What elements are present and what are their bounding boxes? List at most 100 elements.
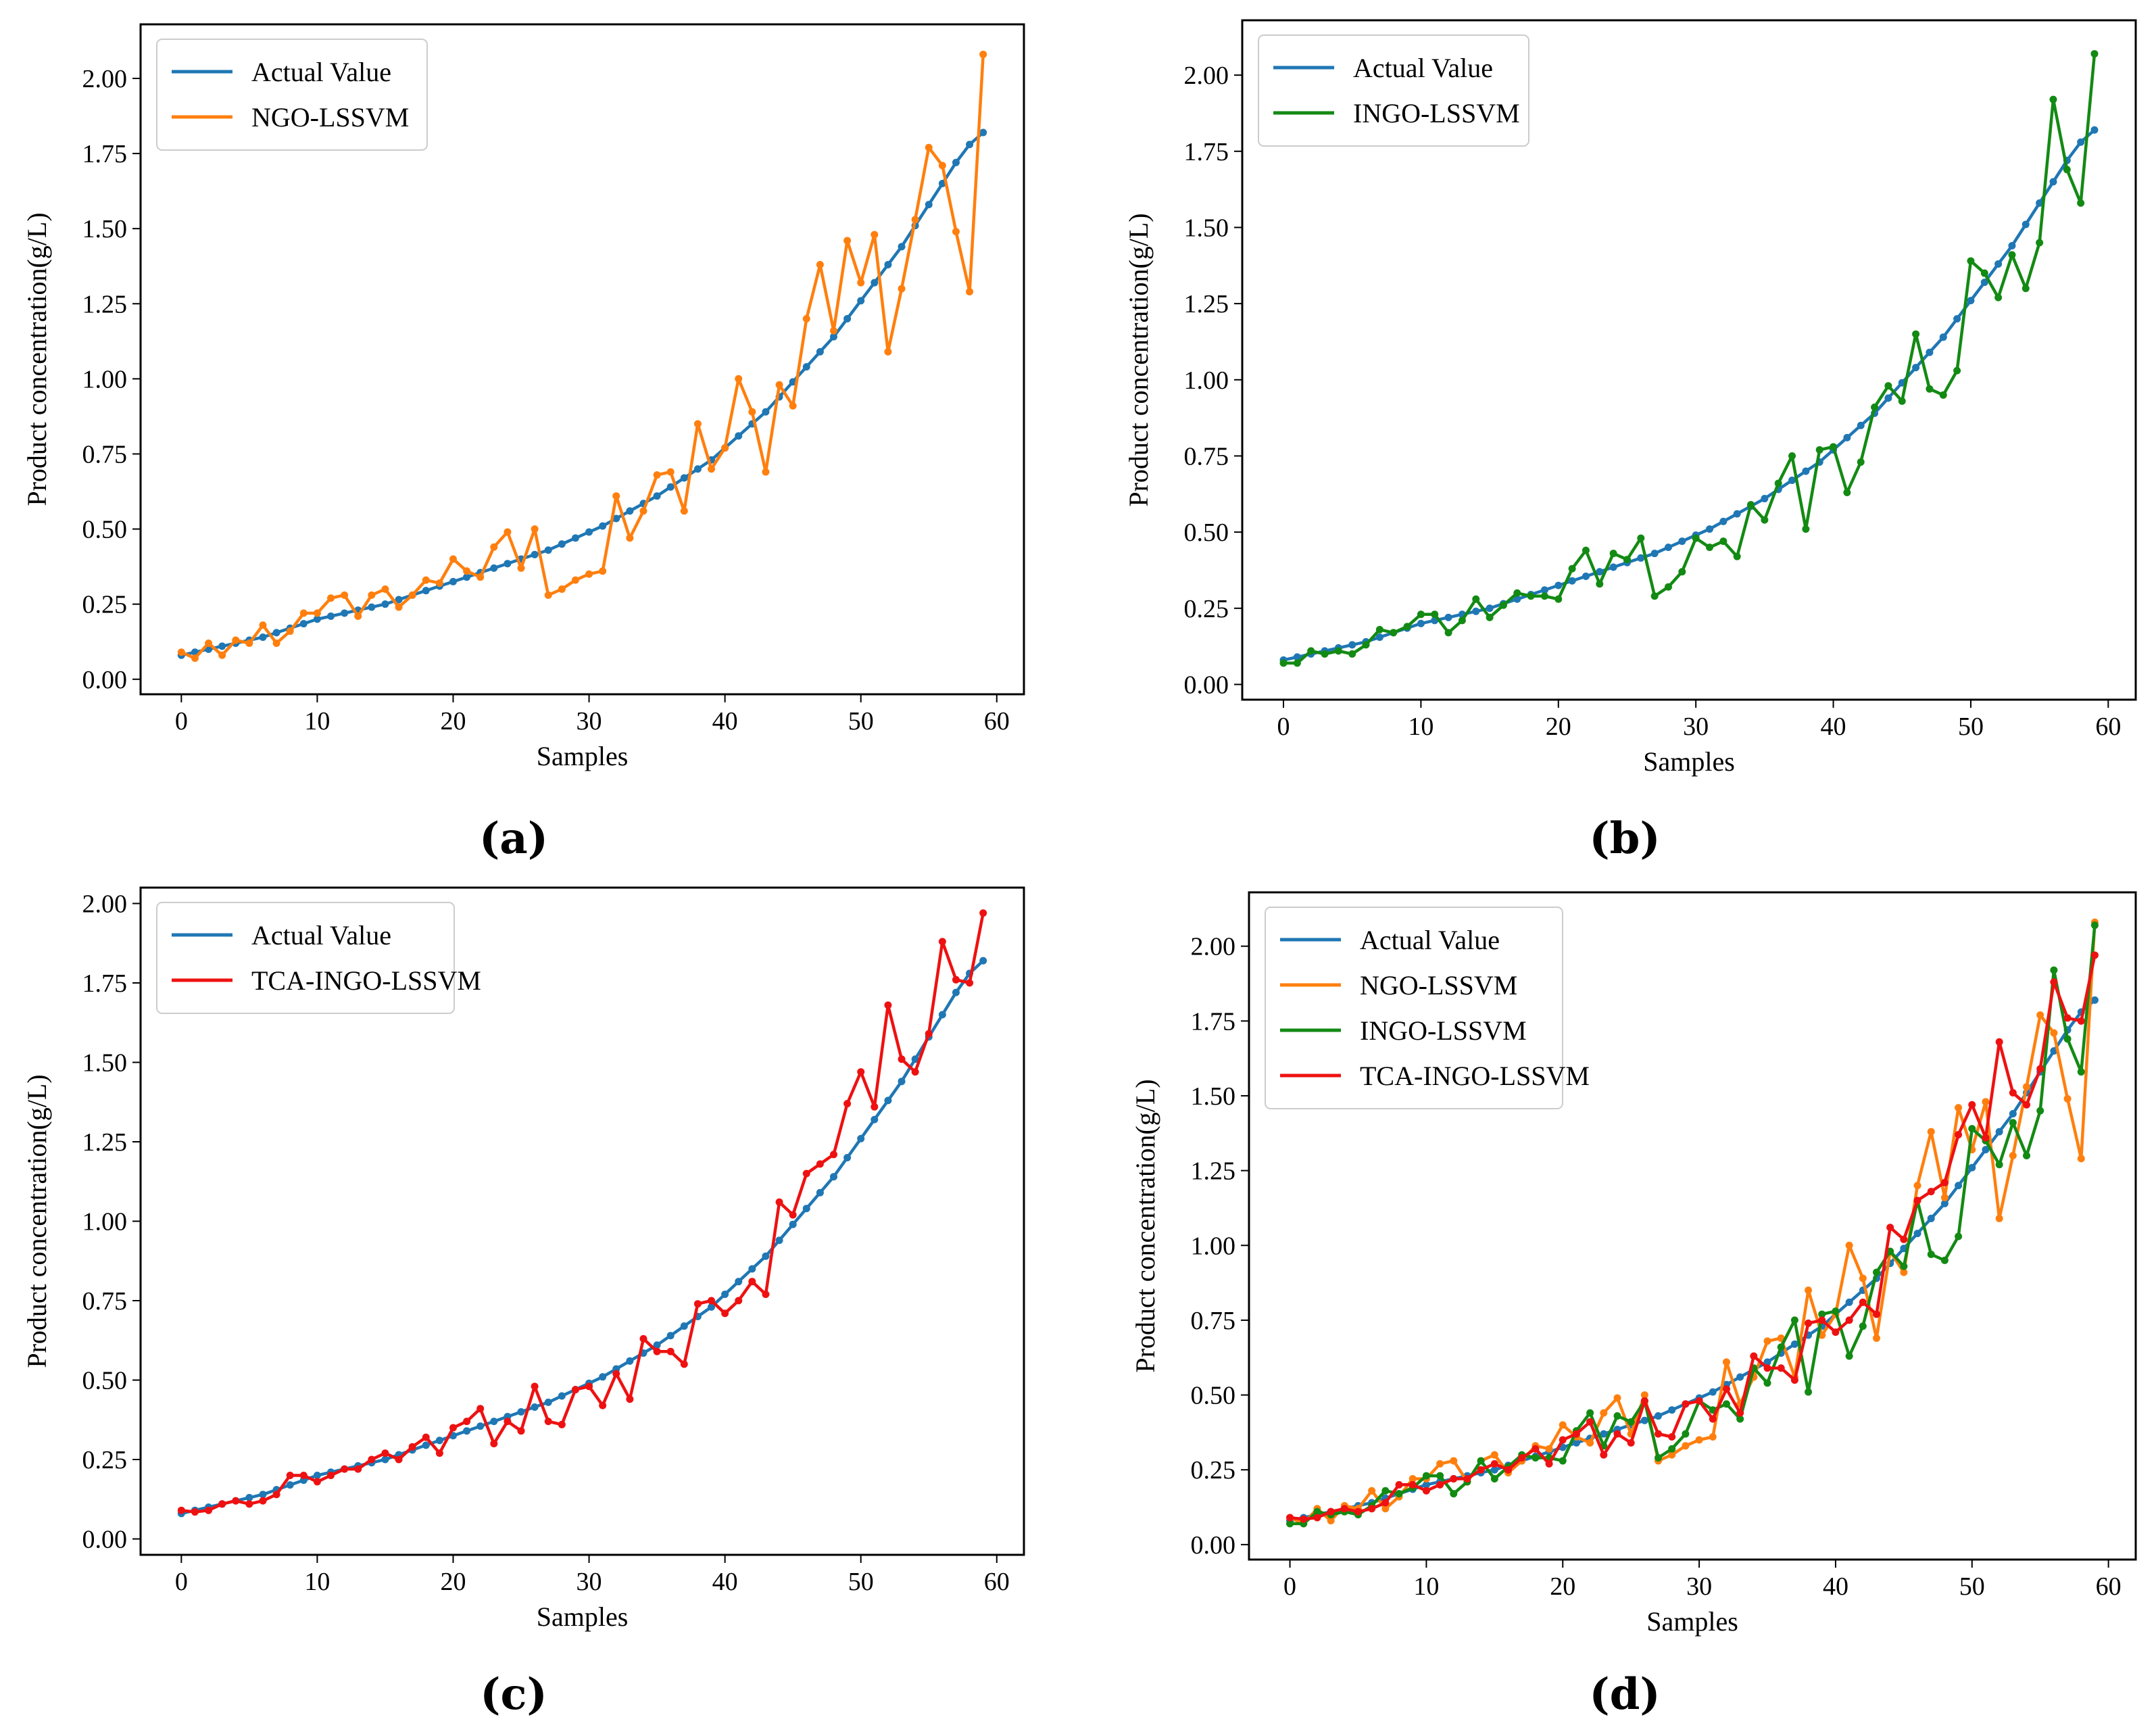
panel-a-data-point-actual xyxy=(789,378,797,386)
panel-a-data-point-actual xyxy=(680,474,688,482)
panel-a-data-point-ngo xyxy=(966,288,974,296)
panel-c-data-point-actual xyxy=(775,1236,783,1245)
panel-c-data-point-actual xyxy=(544,1398,552,1406)
panel-b-data-point-ingo xyxy=(1664,583,1672,591)
panel-b-data-point-actual xyxy=(1761,495,1769,503)
panel-d-data-point-ingo xyxy=(1818,1310,1826,1318)
panel-b-data-point-ingo xyxy=(1444,629,1452,637)
panel-c-data-point-actual xyxy=(558,1392,566,1400)
panel-d-data-point-actual xyxy=(1955,1182,1963,1190)
panel-d-data-point-tca xyxy=(1736,1409,1744,1417)
panel-b-data-point-actual xyxy=(1788,477,1796,485)
panel-b-data-point-ingo xyxy=(1871,403,1879,411)
panel-b-legend-box xyxy=(1258,34,1529,147)
panel-b-data-point-ingo xyxy=(1596,580,1604,588)
panel-b-legend-label-ingo: INGO-LSSVM xyxy=(1353,98,1520,128)
panel-d-y-tick-label: 1.75 xyxy=(1191,1007,1236,1036)
panel-a-y-tick-label: 0.25 xyxy=(82,591,128,619)
panel-c-x-tick-label: 40 xyxy=(712,1568,738,1596)
panel-b-data-point-ingo xyxy=(1321,650,1329,658)
panel-d-data-point-tca xyxy=(1655,1430,1663,1438)
panel-d-data-point-ngo xyxy=(1559,1421,1567,1429)
panel-a-data-point-ngo xyxy=(898,285,906,293)
panel-b-data-point-ingo xyxy=(2090,50,2099,58)
panel-a-data-point-actual xyxy=(299,620,308,628)
panel-c-data-point-tca xyxy=(843,1100,852,1108)
panel-d-y-tick-label: 2.00 xyxy=(1191,933,1236,961)
panel-a-data-point-ngo xyxy=(789,402,797,410)
panel-c-data-point-tca xyxy=(395,1455,403,1464)
panel-c-data-point-tca xyxy=(558,1420,566,1428)
panel-a-data-point-actual xyxy=(653,492,661,500)
panel-a-data-point-ngo xyxy=(721,444,729,452)
panel-d-y-tick-label: 0.75 xyxy=(1191,1307,1236,1335)
panel-b-data-point-actual xyxy=(1733,510,1741,518)
panel-d-data-point-actual xyxy=(1845,1298,1853,1306)
panel-b-data-point-actual xyxy=(1678,537,1686,546)
panel-c-data-point-tca xyxy=(938,938,946,946)
panel-a-data-point-ngo xyxy=(571,576,579,584)
panel-a-data-point-ngo xyxy=(313,609,321,617)
panel-d-data-point-actual xyxy=(1668,1406,1676,1414)
panel-b-data-point-ingo xyxy=(1486,613,1494,621)
panel-c-data-point-tca xyxy=(517,1427,525,1435)
panel-d-data-point-ingo xyxy=(2050,966,2058,974)
panel-c-data-point-tca xyxy=(666,1347,675,1355)
panel-d-legend-label-ngo: NGO-LSSVM xyxy=(1360,970,1517,1000)
panel-a-data-point-actual xyxy=(272,629,280,637)
panel-a-data-point-ngo xyxy=(299,609,308,617)
panel-label-b: (b) xyxy=(1589,813,1660,864)
panel-d-x-tick-label: 50 xyxy=(1959,1572,1985,1601)
panel-d-data-point-ingo xyxy=(1682,1430,1690,1438)
panel-c-data-point-actual xyxy=(857,1134,865,1142)
panel-c-data-point-tca xyxy=(762,1291,770,1299)
panel-d-data-point-tca xyxy=(1436,1480,1444,1489)
panel-a-data-point-ngo xyxy=(612,492,620,500)
panel-c-data-point-actual xyxy=(463,1427,471,1435)
panel-d-y-tick-label: 0.25 xyxy=(1191,1456,1236,1485)
panel-d-data-point-ngo xyxy=(1368,1487,1376,1495)
panel-b-data-point-actual xyxy=(1980,279,1988,287)
panel-a-data-point-ngo xyxy=(517,564,525,572)
panel-a-data-point-actual xyxy=(966,141,974,149)
panel-b-data-point-actual xyxy=(1554,581,1563,589)
panel-b-data-point-actual xyxy=(1568,577,1576,585)
panel-c-data-point-tca xyxy=(259,1497,267,1505)
panel-c-data-point-actual xyxy=(708,1303,716,1311)
panel-c-data-point-tca xyxy=(313,1478,321,1486)
panel-b-data-point-actual xyxy=(1609,563,1617,571)
panel-d-y-tick-label: 1.00 xyxy=(1191,1232,1236,1260)
panel-d-data-point-ingo xyxy=(1859,1322,1867,1330)
panel-a-x-axis-title: Samples xyxy=(537,741,629,771)
panel-d-data-point-ngo xyxy=(1668,1451,1676,1459)
panel-d-data-point-ngo xyxy=(1913,1182,1921,1190)
panel-b-y-tick-label: 1.25 xyxy=(1184,290,1229,318)
panel-d-data-point-actual xyxy=(1913,1230,1921,1238)
panel-c-data-point-tca xyxy=(802,1170,810,1178)
panel-c-data-point-tca xyxy=(898,1055,906,1063)
panel-d-legend-label-ingo: INGO-LSSVM xyxy=(1360,1015,1527,1046)
panel-d-data-point-tca xyxy=(1668,1433,1676,1441)
panel-b-data-point-ingo xyxy=(1609,550,1617,558)
panel-a-data-point-actual xyxy=(585,528,593,536)
panel-d-data-point-tca xyxy=(1518,1454,1526,1462)
panel-b-data-point-ingo xyxy=(1637,534,1645,542)
panel-d-data-point-tca xyxy=(1695,1397,1703,1405)
panel-a-data-point-ngo xyxy=(341,591,349,599)
panel-d-x-tick-label: 20 xyxy=(1550,1572,1575,1601)
panel-c-data-point-tca xyxy=(599,1401,607,1409)
panel-c-data-point-actual xyxy=(490,1418,498,1426)
panel-d-data-point-actual xyxy=(1763,1358,1771,1366)
panel-d-data-point-actual xyxy=(1968,1163,1976,1172)
panel-b-data-point-ingo xyxy=(1431,610,1439,619)
panel-c-data-point-tca xyxy=(708,1297,716,1305)
panel-a-y-tick-label: 0.75 xyxy=(82,440,128,468)
panel-d-data-point-tca xyxy=(1368,1505,1376,1513)
panel-c-x-tick-label: 20 xyxy=(440,1568,466,1596)
panel-b-data-point-ingo xyxy=(2049,95,2057,103)
panel-b-y-tick-label: 0.25 xyxy=(1184,595,1229,623)
panel-d-data-point-tca xyxy=(1381,1499,1390,1507)
panel-d-data-point-ngo xyxy=(2023,1083,2031,1091)
panel-c-data-point-actual xyxy=(381,1455,389,1464)
panel-d-data-point-tca xyxy=(2063,1014,2072,1022)
